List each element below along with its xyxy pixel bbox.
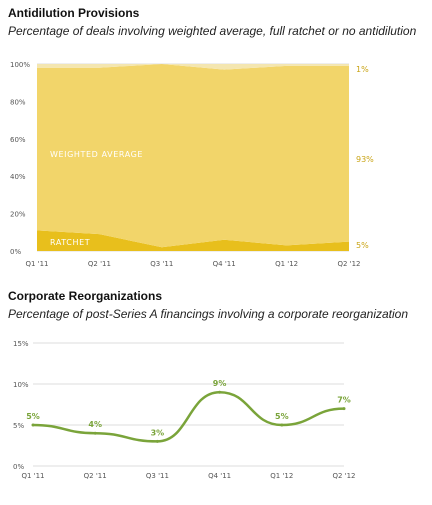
data-point — [342, 407, 346, 411]
y-tick-label: 0% — [10, 248, 21, 256]
series-label: RATCHET — [50, 238, 90, 247]
y-tick-label: 40% — [10, 173, 26, 181]
x-tick-label: Q3 '11 — [150, 260, 173, 268]
line-series — [32, 390, 345, 443]
chart-2-subtitle: Percentage of post-Series A financings i… — [8, 307, 409, 321]
data-point — [31, 423, 35, 427]
x-tick-label: Q3 '11 — [146, 472, 169, 480]
data-label: 4% — [88, 420, 102, 429]
data-point — [280, 423, 284, 427]
x-tick-label: Q2 '11 — [84, 472, 107, 480]
area-series-no-antidilution — [37, 64, 349, 70]
x-tick-label: Q4 '11 — [208, 472, 231, 480]
area-series-weighted-average — [37, 64, 349, 248]
y-tick-label: 10% — [13, 381, 29, 389]
y-tick-label: 100% — [10, 61, 30, 69]
y-tick-label: 20% — [10, 211, 26, 219]
data-point — [218, 390, 222, 394]
y-tick-label: 80% — [10, 98, 26, 106]
end-value-label: 5% — [356, 241, 369, 250]
data-point — [155, 439, 159, 443]
chart-1-title: Antidilution Provisions — [8, 6, 140, 20]
data-label: 5% — [26, 412, 40, 421]
area-series-ratchet — [37, 230, 349, 251]
end-value-label: 93% — [356, 155, 374, 164]
x-tick-label: Q2 '12 — [337, 260, 360, 268]
x-tick-label: Q1 '11 — [21, 472, 44, 480]
series-label: NO ANTIDILUTION — [50, 53, 131, 62]
data-label: 3% — [151, 428, 165, 437]
chart-2-title: Corporate Reorganizations — [8, 289, 163, 303]
data-label: 9% — [213, 379, 227, 388]
antidilution-area-chart: 0% 20% 40% 60% 80% 100% RATCHET WEIGHTED AVERAG… — [10, 53, 375, 268]
series-label: WEIGHTED AVERAGE — [50, 150, 143, 159]
chart-1-subtitle: Percentage of deals involving weighted a… — [8, 24, 417, 38]
y-tick-label: 60% — [10, 136, 26, 144]
x-tick-label: Q1 '12 — [275, 260, 298, 268]
x-tick-label: Q4 '11 — [213, 260, 236, 268]
data-label: 5% — [275, 412, 289, 421]
y-tick-label: 5% — [13, 422, 24, 430]
end-value-label: 1% — [356, 65, 369, 74]
data-point — [93, 431, 97, 435]
x-tick-label: Q1 '11 — [25, 260, 48, 268]
x-tick-label: Q2 '12 — [332, 472, 355, 480]
data-label: 7% — [337, 396, 351, 405]
x-tick-label: Q2 '11 — [88, 260, 111, 268]
y-tick-label: 0% — [13, 463, 24, 471]
y-tick-label: 15% — [13, 340, 29, 348]
x-tick-label: Q1 '12 — [270, 472, 293, 480]
